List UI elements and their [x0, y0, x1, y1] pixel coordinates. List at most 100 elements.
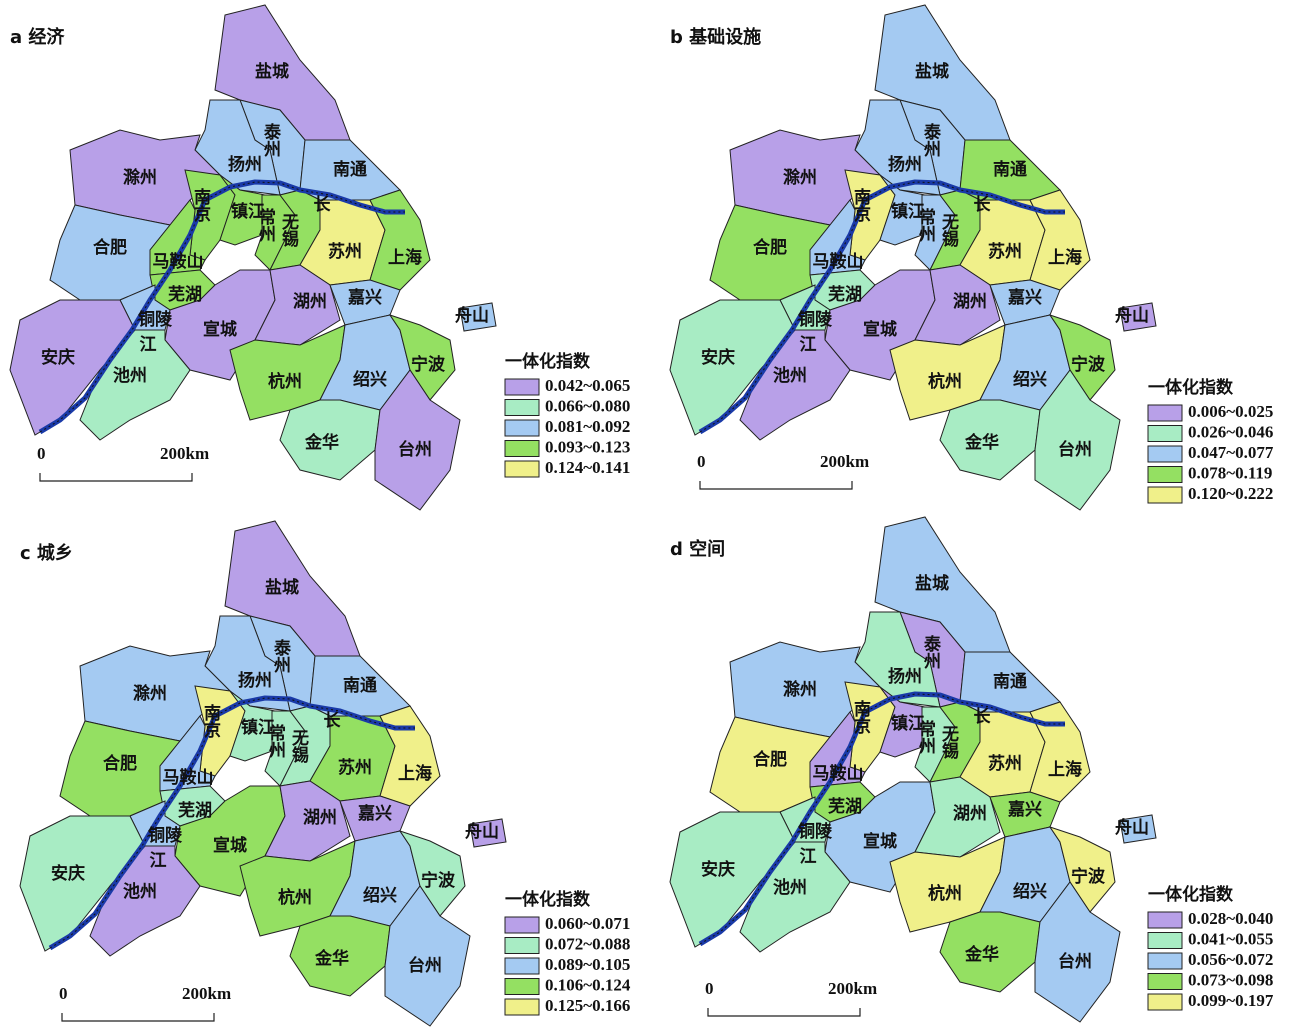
legend-title: 一体化指数 [505, 351, 591, 372]
region-label: 嘉兴 [1007, 287, 1042, 308]
region [369, 189, 431, 291]
legend-label: 0.042~0.065 [545, 376, 630, 395]
river-label: 长 [314, 194, 332, 215]
region-label: 芜湖 [828, 796, 862, 817]
region [159, 715, 216, 792]
region-label: 金华 [964, 944, 999, 965]
legend-swatch [504, 399, 540, 416]
river-label: 江 [800, 847, 817, 867]
region-label: 南通 [343, 675, 377, 696]
scale-label: 0 [705, 979, 714, 998]
region-label: 铜陵 [138, 309, 173, 330]
region-label: 南通 [333, 159, 367, 180]
region-label: 舟山 [1115, 305, 1149, 326]
region-label: 湖州 [293, 292, 327, 312]
region [1034, 881, 1121, 1023]
region [459, 302, 497, 332]
region-label: 台州 [408, 955, 442, 976]
region [1034, 369, 1121, 511]
legend-label: 0.120~0.222 [1188, 484, 1273, 503]
region [1048, 826, 1116, 913]
region [809, 711, 866, 788]
legend-swatch [1147, 466, 1183, 483]
region-label: 镇江 [891, 713, 925, 734]
region-label: 嘉兴 [347, 287, 382, 308]
scale-bar [699, 481, 853, 490]
legend-label: 0.125~0.166 [545, 996, 630, 1015]
legend-title: 一体化指数 [1148, 377, 1234, 398]
legend-swatch [1147, 932, 1183, 949]
legend-label: 0.093~0.123 [545, 437, 630, 456]
region-label: 绍兴 [1013, 881, 1047, 902]
legend-swatch [504, 378, 540, 396]
scale-bar [39, 473, 193, 482]
region-label: 盐城 [265, 577, 299, 598]
region-label: 宣城 [863, 831, 897, 852]
legend-label: 0.073~0.098 [1188, 970, 1273, 989]
region [739, 841, 851, 953]
region-label: 杭州 [928, 883, 962, 904]
region-label: 嘉兴 [357, 803, 392, 824]
region-label: 扬州 [228, 154, 262, 175]
scale-label: 200km [820, 452, 869, 471]
region-label: 金华 [304, 432, 339, 453]
legend-swatch [504, 937, 540, 954]
legend-label: 0.028~0.040 [1188, 909, 1273, 928]
region-label: 盐城 [255, 61, 289, 82]
region-label: 池州 [773, 365, 807, 386]
region-label: 合肥 [753, 237, 787, 258]
region-label: 池州 [123, 881, 157, 902]
legend-swatch [1147, 911, 1183, 929]
legend-swatch [1147, 993, 1183, 1011]
region-label: 宁波 [411, 354, 446, 375]
region-label: 南通 [993, 159, 1027, 180]
region-label: 常州 [265, 723, 287, 758]
region-label: 南京 [850, 187, 871, 223]
region-label: 镇江 [891, 201, 925, 222]
region-label: 湖州 [303, 808, 337, 828]
region [264, 780, 351, 862]
legend-swatch [1147, 486, 1183, 504]
legend-label: 0.026~0.046 [1188, 422, 1273, 441]
legend-label: 0.078~0.119 [1188, 463, 1272, 482]
region [379, 705, 441, 807]
region-label: 镇江 [231, 201, 265, 222]
region-label: 常州 [915, 207, 937, 242]
region-label: 池州 [773, 877, 807, 898]
scale-label: 200km [182, 984, 231, 1003]
legend-swatch [1147, 952, 1183, 970]
region-label: 杭州 [928, 371, 962, 392]
region [89, 845, 201, 957]
region [879, 174, 926, 246]
region-label: 嘉兴 [1007, 799, 1042, 820]
legend-label: 0.047~0.077 [1188, 443, 1274, 462]
region-label: 扬州 [238, 670, 272, 691]
river-edge [39, 181, 405, 433]
region-label: 泰州 [270, 638, 292, 673]
region-label: 扬州 [888, 154, 922, 175]
legend-swatch [1147, 445, 1183, 463]
region-label: 马鞍山 [813, 763, 864, 784]
region-label: 绍兴 [1013, 369, 1047, 390]
region-label: 舟山 [465, 821, 499, 842]
legend-title: 一体化指数 [505, 889, 591, 910]
legend-swatch [1147, 973, 1183, 990]
region-label: 泰州 [920, 634, 942, 669]
region-label: 上海 [388, 247, 422, 268]
river-label: 江 [140, 335, 157, 355]
region [989, 791, 1061, 838]
legend-swatch [504, 460, 540, 478]
region-label: 安庆 [701, 859, 735, 880]
scale-bar [707, 1008, 861, 1017]
region [879, 686, 926, 758]
region [79, 329, 191, 441]
region-label: 上海 [1048, 759, 1082, 780]
region-label: 杭州 [278, 887, 312, 908]
legend-label: 0.106~0.124 [545, 975, 631, 994]
region-label: 合肥 [103, 753, 137, 774]
region-label: 安庆 [701, 347, 735, 368]
region [1119, 814, 1157, 844]
